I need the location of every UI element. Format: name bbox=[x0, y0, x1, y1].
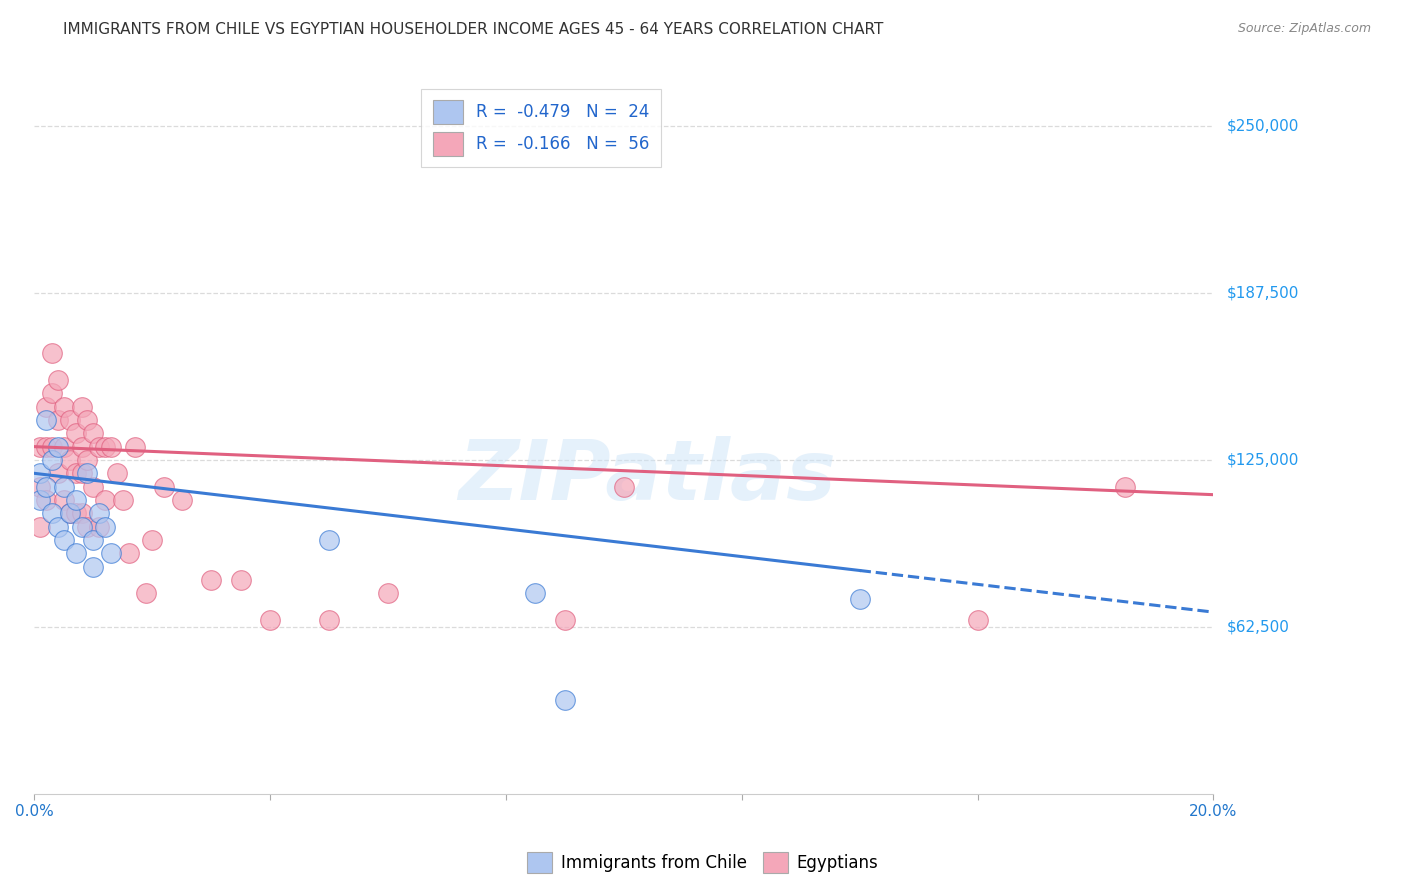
Point bbox=[46, 467, 69, 481]
Point bbox=[94, 493, 117, 508]
Point bbox=[259, 613, 281, 627]
Point bbox=[170, 493, 193, 508]
Point bbox=[52, 440, 75, 454]
Legend: R =  -0.479   N =  24, R =  -0.166   N =  56: R = -0.479 N = 24, R = -0.166 N = 56 bbox=[422, 88, 661, 168]
Point bbox=[100, 440, 122, 454]
Point bbox=[59, 453, 82, 467]
Point bbox=[65, 467, 87, 481]
Point bbox=[135, 586, 157, 600]
Point bbox=[41, 386, 63, 401]
Point bbox=[229, 573, 252, 587]
Point bbox=[41, 507, 63, 521]
Point bbox=[65, 507, 87, 521]
Point bbox=[524, 586, 547, 600]
Point bbox=[141, 533, 163, 547]
Point bbox=[52, 480, 75, 494]
Point bbox=[82, 533, 104, 547]
Point bbox=[52, 533, 75, 547]
Point bbox=[41, 453, 63, 467]
Point bbox=[30, 467, 52, 481]
Point bbox=[35, 480, 58, 494]
Point bbox=[41, 346, 63, 360]
Point bbox=[59, 507, 82, 521]
Point bbox=[100, 546, 122, 560]
Point bbox=[35, 493, 58, 508]
Point bbox=[76, 413, 98, 427]
Point bbox=[65, 426, 87, 441]
Point bbox=[46, 413, 69, 427]
Legend: Immigrants from Chile, Egyptians: Immigrants from Chile, Egyptians bbox=[520, 846, 886, 880]
Point bbox=[52, 400, 75, 414]
Point bbox=[35, 413, 58, 427]
Point bbox=[105, 467, 128, 481]
Point bbox=[318, 533, 340, 547]
Point bbox=[52, 493, 75, 508]
Point bbox=[89, 519, 111, 533]
Point bbox=[46, 440, 69, 454]
Point bbox=[554, 613, 576, 627]
Point bbox=[200, 573, 222, 587]
Text: Source: ZipAtlas.com: Source: ZipAtlas.com bbox=[1237, 22, 1371, 36]
Point bbox=[35, 400, 58, 414]
Text: $125,000: $125,000 bbox=[1227, 452, 1299, 467]
Point bbox=[46, 373, 69, 387]
Point bbox=[35, 440, 58, 454]
Point bbox=[30, 519, 52, 533]
Point bbox=[65, 493, 87, 508]
Point bbox=[30, 480, 52, 494]
Point bbox=[153, 480, 176, 494]
Point bbox=[70, 440, 93, 454]
Point bbox=[46, 519, 69, 533]
Point bbox=[554, 693, 576, 707]
Point bbox=[70, 507, 93, 521]
Point bbox=[94, 440, 117, 454]
Point bbox=[89, 440, 111, 454]
Point bbox=[1114, 480, 1136, 494]
Point bbox=[76, 453, 98, 467]
Point bbox=[613, 480, 636, 494]
Point bbox=[70, 400, 93, 414]
Point bbox=[76, 467, 98, 481]
Point bbox=[65, 546, 87, 560]
Point bbox=[124, 440, 146, 454]
Point bbox=[82, 559, 104, 574]
Point bbox=[30, 493, 52, 508]
Text: ZIPatlas: ZIPatlas bbox=[458, 436, 837, 517]
Point bbox=[94, 519, 117, 533]
Point bbox=[377, 586, 399, 600]
Point bbox=[848, 591, 870, 606]
Point bbox=[966, 613, 988, 627]
Point bbox=[70, 467, 93, 481]
Point bbox=[118, 546, 141, 560]
Text: $250,000: $250,000 bbox=[1227, 119, 1299, 134]
Point bbox=[82, 426, 104, 441]
Point bbox=[30, 440, 52, 454]
Point bbox=[59, 413, 82, 427]
Text: IMMIGRANTS FROM CHILE VS EGYPTIAN HOUSEHOLDER INCOME AGES 45 - 64 YEARS CORRELAT: IMMIGRANTS FROM CHILE VS EGYPTIAN HOUSEH… bbox=[63, 22, 883, 37]
Text: $62,500: $62,500 bbox=[1227, 619, 1291, 634]
Point bbox=[82, 480, 104, 494]
Point bbox=[70, 519, 93, 533]
Point bbox=[111, 493, 134, 508]
Point bbox=[318, 613, 340, 627]
Point bbox=[41, 440, 63, 454]
Point bbox=[76, 519, 98, 533]
Point bbox=[89, 507, 111, 521]
Text: $187,500: $187,500 bbox=[1227, 285, 1299, 301]
Point bbox=[59, 507, 82, 521]
